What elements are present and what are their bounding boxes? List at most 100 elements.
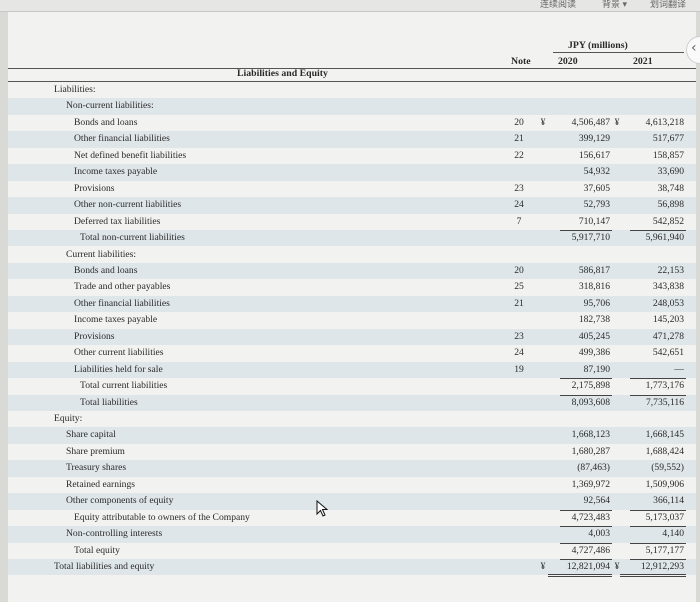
- section-rule: [8, 81, 696, 82]
- table-row: Other financial liabilities 21 95,706 248,0…: [8, 295, 696, 313]
- row-note: 20: [514, 116, 524, 128]
- value-2020: 8,093,608: [571, 396, 610, 408]
- row-label: Income taxes payable: [74, 166, 158, 178]
- value-2020: 12,821,094: [566, 561, 610, 573]
- row-note: 23: [514, 330, 524, 342]
- row-label: Total liabilities and equity: [54, 561, 155, 573]
- toolbar-item-continuous-reading[interactable]: 连续阅读: [540, 0, 577, 9]
- table-row: Net defined benefit liabilities 22 156,617…: [8, 148, 696, 164]
- value-2020: 1,668,123: [571, 429, 610, 441]
- header-rule: [8, 68, 696, 69]
- mouse-cursor-icon: [316, 500, 329, 517]
- yen-symbol-2020: ¥: [540, 561, 546, 573]
- table-row: Income taxes payable 182,738 145,203: [8, 312, 696, 328]
- subtotal-rule: [560, 526, 612, 528]
- table-row: Total liabilities 8,093,608 7,735,116: [8, 394, 696, 411]
- row-note: 24: [514, 199, 524, 211]
- subtotal-rule: [630, 230, 686, 232]
- value-2020: 318,816: [578, 281, 610, 293]
- value-2020: 95,706: [583, 297, 610, 309]
- table-row: Current liabilities:: [8, 247, 696, 263]
- row-label: Bonds and loans: [74, 116, 138, 128]
- row-label: Share capital: [66, 429, 116, 441]
- value-2021: 5,177,177: [645, 544, 684, 556]
- table-row: Provisions 23 405,245 471,278: [8, 328, 696, 346]
- row-label: Other financial liabilities: [74, 133, 170, 145]
- toolbar-item-translate[interactable]: 划词翻译: [650, 0, 687, 9]
- value-2020: 586,817: [578, 264, 610, 276]
- value-2021: 366,114: [653, 495, 684, 507]
- value-2021: 343,838: [652, 281, 684, 293]
- subtotal-rule: [630, 526, 686, 528]
- toolbar-item-background[interactable]: 背景 ▾: [602, 0, 628, 9]
- yen-symbol-2020: ¥: [540, 116, 546, 128]
- value-2021: 542,852: [652, 215, 684, 227]
- value-2021: 1,668,145: [645, 429, 684, 441]
- row-note: 21: [514, 133, 524, 145]
- value-2020: (87,463): [577, 462, 610, 474]
- row-label: Total equity: [74, 544, 120, 556]
- table-row: Other current liabilities 24 499,386 542,65…: [8, 345, 696, 361]
- row-label: Net defined benefit liabilities: [74, 149, 187, 161]
- row-label: Liabilities:: [54, 84, 96, 95]
- value-2020: 92,564: [583, 495, 610, 507]
- table-row: Equity attributable to owners of the Com…: [8, 509, 696, 526]
- value-2020: 4,506,487: [571, 116, 610, 128]
- value-2021: —: [674, 363, 684, 375]
- table-row: Liabilities:: [8, 82, 696, 98]
- row-label: Liabilities held for sale: [74, 363, 163, 375]
- row-note: 24: [514, 347, 524, 359]
- value-2021: 22,153: [657, 264, 684, 276]
- subtotal-rule: [560, 509, 612, 511]
- value-2021: 1,773,176: [645, 380, 684, 392]
- row-note: 22: [514, 149, 524, 161]
- value-2021: 145,203: [652, 314, 684, 326]
- value-2020: 2,175,898: [571, 380, 610, 392]
- row-label: Non-controlling interests: [66, 528, 163, 540]
- table-row: Equity:: [8, 411, 696, 427]
- row-label: Other non-current liabilities: [74, 199, 182, 211]
- row-label: Other financial liabilities: [74, 297, 170, 309]
- value-2021: 158,857: [652, 149, 684, 161]
- value-2020: 1,369,972: [571, 478, 610, 490]
- table-row: Income taxes payable 54,932 33,690: [8, 164, 696, 181]
- grand-total-double-rule: [548, 576, 612, 578]
- value-2021: 7,735,116: [645, 396, 684, 408]
- row-label: Other components of equity: [66, 495, 174, 507]
- value-2021: 5,173,037: [645, 511, 684, 523]
- row-label: Equity attributable to owners of the Com…: [74, 511, 250, 523]
- row-note: 20: [514, 264, 524, 276]
- value-2020: 1,680,287: [571, 445, 610, 457]
- subtotal-rule: [630, 559, 686, 561]
- value-2021: 471,278: [652, 330, 684, 342]
- table-row: Deferred tax liabilities 7 710,147 542,852: [8, 214, 696, 230]
- value-2021: 517,677: [652, 133, 684, 145]
- table-row: Total current liabilities 2,175,898 1,773,…: [8, 378, 696, 394]
- row-label: Deferred tax liabilities: [74, 215, 161, 227]
- value-2020: 52,793: [583, 199, 610, 211]
- yen-symbol-2021: ¥: [614, 116, 620, 128]
- table-row: Liabilities held for sale 19 87,190 —: [8, 361, 696, 379]
- row-label: Total current liabilities: [80, 380, 168, 392]
- row-note: 25: [514, 281, 524, 293]
- currency-underline: [553, 52, 684, 53]
- value-2021: 12,912,293: [640, 561, 684, 573]
- row-label: Total non-current liabilities: [80, 232, 185, 244]
- value-2021: 33,690: [657, 166, 684, 178]
- table-row: Non-current liabilities:: [8, 98, 696, 115]
- table-row: Retained earnings 1,369,972 1,509,906: [8, 477, 696, 493]
- table-row: Trade and other payables 25 318,816 343,838: [8, 279, 696, 295]
- row-label: Current liabilities:: [66, 248, 137, 260]
- subtotal-rule: [560, 542, 612, 544]
- subtotal-rule: [560, 378, 612, 380]
- year-2020-header: 2020: [558, 56, 578, 67]
- value-2020: 710,147: [578, 215, 610, 227]
- subtotal-rule: [560, 559, 612, 561]
- subtotal-rule: [630, 542, 686, 544]
- row-label: Bonds and loans: [74, 264, 138, 276]
- table-row: Total equity 4,727,486 5,177,177: [8, 542, 696, 559]
- table-row: Treasury shares (87,463) (59,552): [8, 460, 696, 477]
- value-2021: 542,651: [652, 347, 684, 359]
- yen-symbol-2021: ¥: [614, 561, 620, 573]
- value-2021: 1,509,906: [645, 478, 684, 490]
